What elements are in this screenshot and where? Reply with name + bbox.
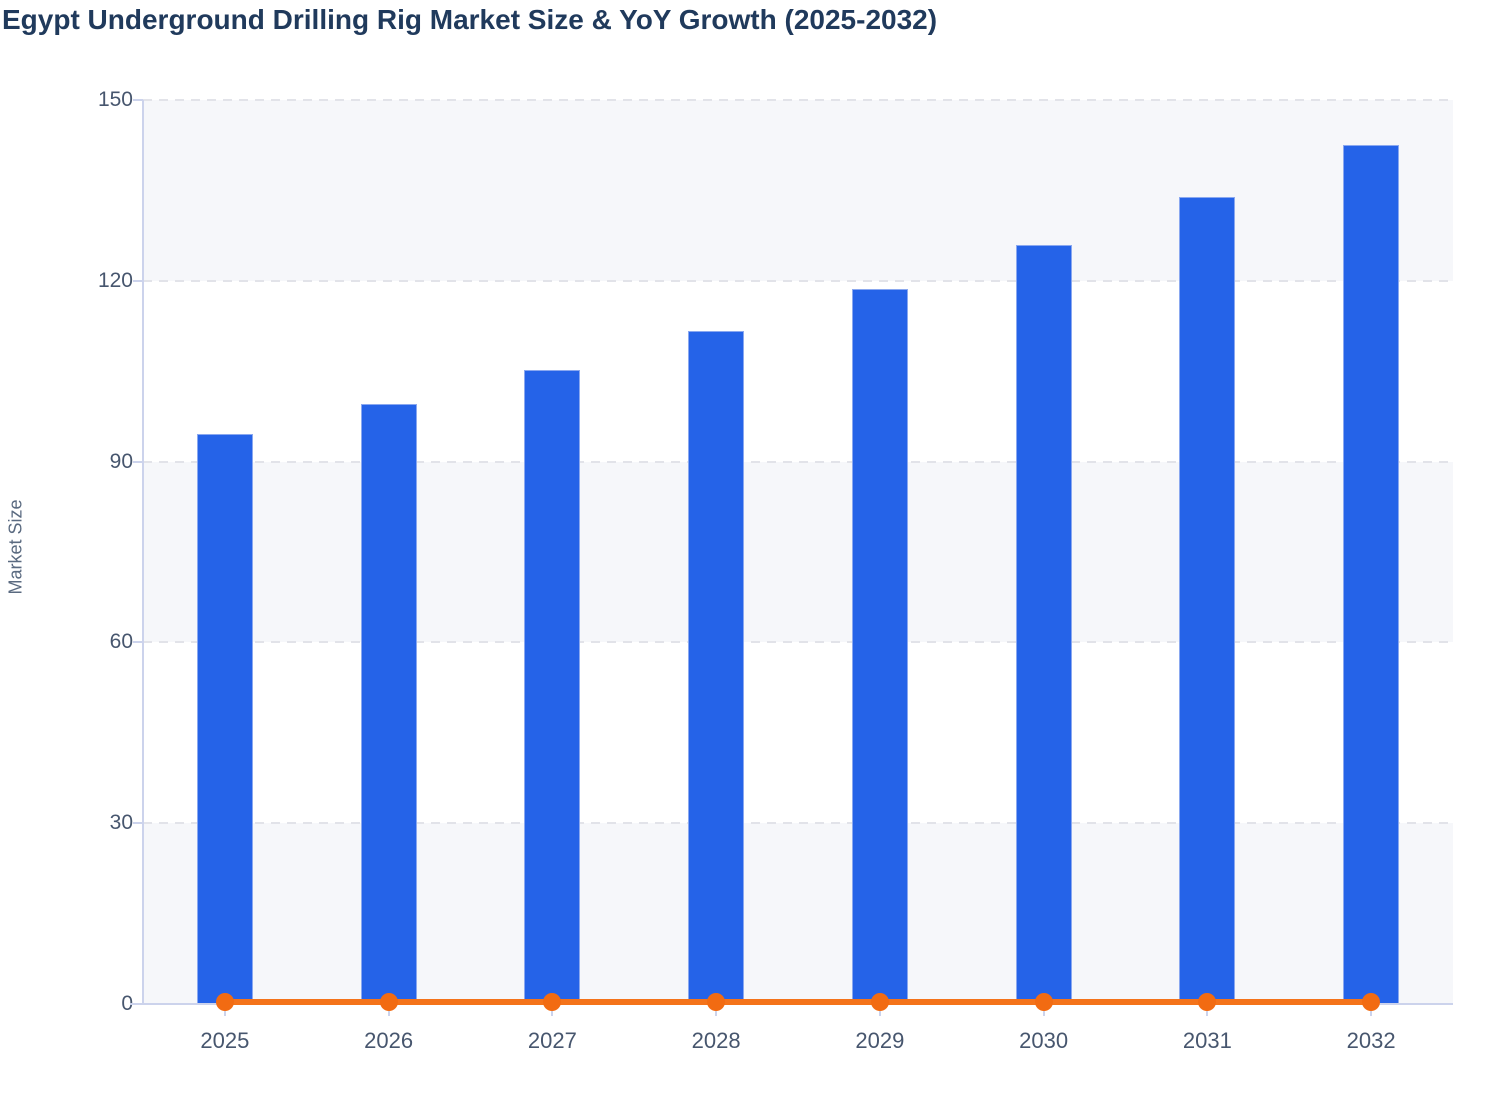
yoy-marker-2032[interactable] xyxy=(1362,993,1381,1011)
bar-2026[interactable] xyxy=(360,404,417,1004)
y-tick-label: 30 xyxy=(109,811,133,835)
y-axis-tick xyxy=(133,99,143,101)
y-tick-label: 120 xyxy=(97,268,133,292)
x-tick-label: 2030 xyxy=(1019,1028,1069,1053)
y-axis-tick xyxy=(133,279,143,282)
plot-band xyxy=(143,100,1453,281)
x-tick-label: 2032 xyxy=(1346,1028,1396,1053)
y-axis-line xyxy=(142,100,144,1004)
gridline xyxy=(143,822,1453,825)
y-tick-label: 60 xyxy=(109,630,133,654)
yoy-marker-2031[interactable] xyxy=(1198,993,1217,1011)
bar-2029[interactable] xyxy=(851,288,908,1004)
x-tick-label: 2027 xyxy=(527,1028,577,1053)
plot-band xyxy=(143,823,1453,1004)
bar-2032[interactable] xyxy=(1343,145,1400,1004)
plot-band xyxy=(143,280,1453,462)
y-axis-tick xyxy=(133,822,143,825)
yoy-growth-line[interactable] xyxy=(224,999,1372,1005)
yoy-marker-2030[interactable] xyxy=(1034,993,1053,1011)
gridline xyxy=(143,279,1453,282)
yoy-marker-2028[interactable] xyxy=(707,993,726,1011)
yoy-marker-2025[interactable] xyxy=(215,993,234,1011)
bar-2031[interactable] xyxy=(1179,197,1236,1004)
x-tick-label: 2031 xyxy=(1182,1028,1232,1053)
bar-2030[interactable] xyxy=(1015,244,1072,1004)
plot-band xyxy=(143,461,1453,643)
x-tick-label: 2025 xyxy=(200,1028,250,1053)
x-tick-label: 2029 xyxy=(855,1028,905,1053)
bar-2025[interactable] xyxy=(196,434,253,1004)
gridline xyxy=(143,460,1453,463)
y-tick-label: 0 xyxy=(121,992,133,1015)
gridline xyxy=(143,641,1453,644)
yoy-marker-2026[interactable] xyxy=(379,993,398,1011)
y-tick-label: 150 xyxy=(97,88,133,111)
gridline xyxy=(143,99,1453,101)
bar-2028[interactable] xyxy=(688,330,745,1004)
y-axis-tick xyxy=(133,460,143,463)
yoy-marker-2027[interactable] xyxy=(543,993,562,1011)
y-tick-label: 90 xyxy=(109,449,133,473)
y-axis-tick xyxy=(133,641,143,644)
chart-title: Egypt Underground Drilling Rig Market Si… xyxy=(2,4,938,35)
plot-band xyxy=(143,642,1453,824)
yoy-marker-2029[interactable] xyxy=(870,993,889,1011)
x-tick-label: 2026 xyxy=(364,1028,414,1053)
bar-2027[interactable] xyxy=(524,369,581,1004)
x-tick-label: 2028 xyxy=(691,1028,741,1053)
